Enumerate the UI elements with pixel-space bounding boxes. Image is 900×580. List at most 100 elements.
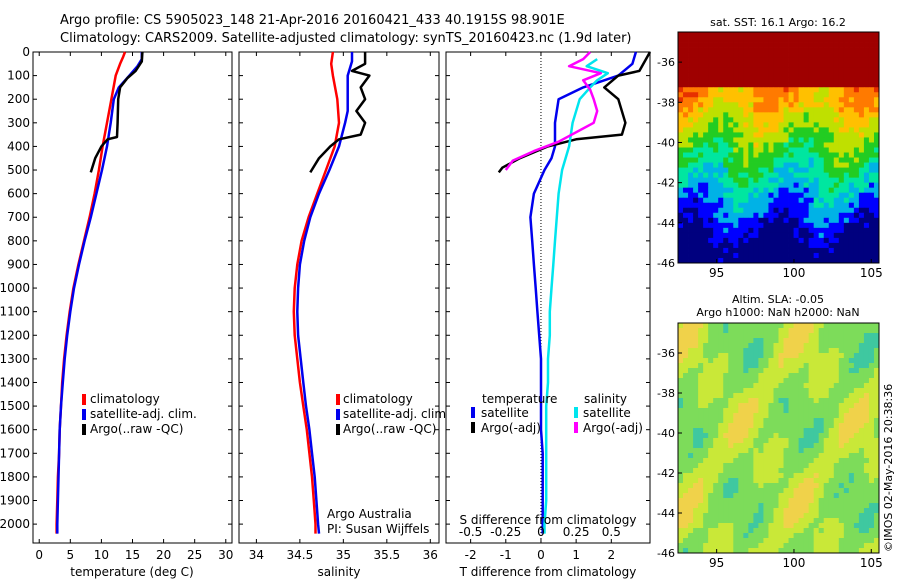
- heatmap-cell: [863, 458, 870, 464]
- heatmap-cell: [813, 147, 820, 153]
- heatmap-cell: [678, 378, 684, 384]
- heatmap-cell: [713, 328, 719, 334]
- heatmap-cell: [813, 393, 820, 399]
- heatmap-cell: [868, 222, 875, 229]
- heatmap-cell: [863, 423, 870, 429]
- heatmap-cell: [743, 343, 749, 349]
- heatmap-cell: [833, 202, 840, 209]
- heatmap-cell: [728, 323, 734, 329]
- heatmap-cell: [778, 242, 784, 249]
- heatmap-cell: [778, 473, 784, 479]
- heatmap-cell: [743, 358, 749, 364]
- heatmap-cell: [748, 443, 754, 449]
- heatmap-cell: [693, 222, 699, 229]
- heatmap-cell: [768, 122, 774, 128]
- heatmap-cell: [723, 338, 729, 344]
- heatmap-cell: [818, 503, 825, 509]
- heatmap-cell: [758, 488, 764, 494]
- heatmap-cell: [758, 368, 764, 374]
- heatmap-cell: [763, 323, 769, 329]
- heatmap-cell: [868, 323, 875, 329]
- heatmap-cell: [743, 217, 749, 224]
- heatmap-cell: [793, 177, 800, 184]
- heatmap-cell: [783, 162, 789, 168]
- heatmap-cell: [693, 453, 699, 459]
- heatmap-cell: [723, 483, 729, 489]
- heatmap-cell: [853, 548, 860, 554]
- heatmap-cell: [823, 67, 830, 73]
- heatmap-cell: [708, 503, 714, 509]
- heatmap-cell: [788, 117, 794, 123]
- legend-swatch-satellite-adj: [336, 409, 340, 420]
- heatmap-cell: [703, 187, 709, 194]
- heatmap-cell: [863, 388, 870, 394]
- heatmap-cell: [858, 157, 865, 163]
- heatmap-cell: [858, 338, 865, 344]
- heatmap-cell: [678, 117, 684, 123]
- heatmap-cell: [683, 503, 689, 509]
- heatmap-cell: [768, 503, 774, 509]
- heatmap-cell: [708, 127, 714, 133]
- heatmap-cell: [708, 52, 714, 58]
- heatmap-cell: [848, 42, 855, 48]
- heatmap-cell: [783, 483, 789, 489]
- heatmap-cell: [683, 513, 689, 519]
- heatmap-cell: [718, 152, 724, 158]
- map-y-tick-label: -38: [657, 96, 675, 109]
- heatmap-cell: [723, 87, 729, 93]
- heatmap-cell: [848, 323, 855, 329]
- heatmap-cell: [813, 112, 820, 118]
- heatmap-cell: [748, 92, 754, 98]
- heatmap-cell: [713, 187, 719, 194]
- heatmap-cell: [763, 52, 769, 58]
- heatmap-cell: [833, 508, 840, 514]
- heatmap-cell: [768, 398, 774, 404]
- heatmap-cell: [818, 433, 825, 439]
- heatmap-cell: [863, 343, 870, 349]
- heatmap-cell: [758, 438, 764, 444]
- heatmap-cell: [818, 82, 825, 88]
- heatmap-cell: [808, 443, 815, 449]
- heatmap-cell: [768, 348, 774, 354]
- heatmap-cell: [843, 408, 850, 414]
- heatmap-cell: [748, 167, 754, 174]
- heatmap-cell: [718, 393, 724, 399]
- heatmap-cell: [738, 443, 744, 449]
- salinity-difference-axis-label: S difference from climatology: [460, 513, 637, 527]
- heatmap-cell: [813, 247, 820, 254]
- heatmap-cell: [848, 247, 855, 254]
- heatmap-cell: [688, 473, 694, 479]
- heatmap-cell: [818, 217, 825, 224]
- heatmap-cell: [693, 423, 699, 429]
- heatmap-cell: [683, 242, 689, 249]
- heatmap-cell: [738, 117, 744, 123]
- heatmap-cell: [848, 333, 855, 339]
- heatmap-cell: [678, 448, 684, 454]
- heatmap-cell: [813, 513, 820, 519]
- heatmap-cell: [868, 157, 875, 163]
- heatmap-cell: [778, 147, 784, 153]
- heatmap-cell: [853, 523, 860, 529]
- heatmap-cell: [863, 122, 870, 128]
- heatmap-cell: [828, 343, 835, 349]
- heatmap-cell: [863, 32, 870, 38]
- heatmap-cell: [788, 493, 794, 499]
- heatmap-cell: [838, 368, 845, 374]
- heatmap-cell: [778, 107, 784, 113]
- heatmap-cell: [753, 52, 759, 58]
- heatmap-cell: [758, 207, 764, 214]
- depth-tick-label: 1800: [0, 470, 30, 484]
- heatmap-cell: [858, 533, 865, 539]
- heatmap-cell: [848, 383, 855, 389]
- heatmap-cell: [748, 343, 754, 349]
- heatmap-cell: [853, 192, 860, 199]
- heatmap-cell: [858, 378, 865, 384]
- heatmap-cell: [833, 338, 840, 344]
- heatmap-cell: [783, 212, 789, 219]
- heatmap-cell: [718, 453, 724, 459]
- heatmap-cell: [823, 508, 830, 514]
- heatmap-cell: [753, 62, 759, 68]
- depth-tick-label: 1400: [0, 375, 30, 389]
- heatmap-cell: [828, 202, 835, 209]
- heatmap-cell: [733, 428, 739, 434]
